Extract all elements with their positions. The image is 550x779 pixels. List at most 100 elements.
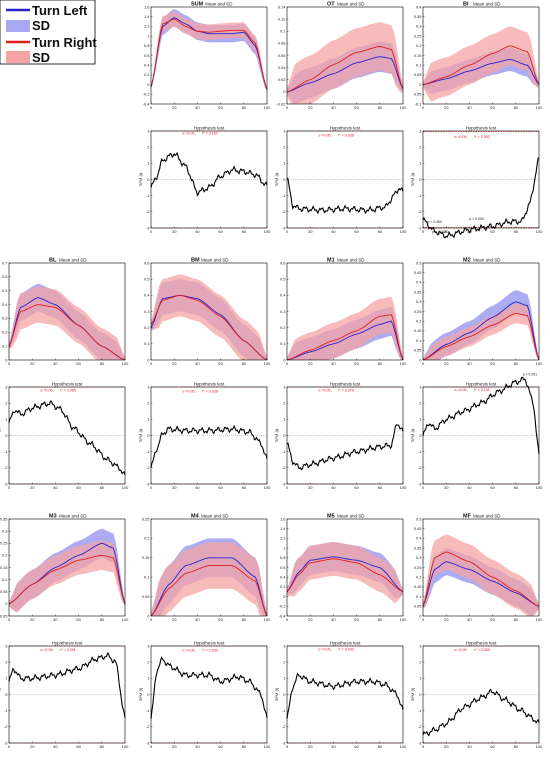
- x-tick-label: 40: [467, 105, 472, 110]
- x-tick-label: 20: [444, 105, 449, 110]
- x-tick-label: 40: [53, 361, 58, 366]
- y-tick-label: 0.4: [144, 293, 150, 298]
- panel-mean-m2: M2 Mean and SD 0 20 40 60 80 100 0 0.05 0.1 0.15 0.2…: [414, 258, 543, 367]
- x-tick-label: 40: [467, 229, 472, 234]
- x-tick-label: 60: [490, 617, 495, 622]
- y-tick-label: -2: [146, 724, 150, 729]
- x-tick-label: 100: [400, 485, 407, 490]
- panel-spm-mf: α =0.05, t* = 3.058 Hypothesis test SPM {t}…: [410, 641, 543, 750]
- x-tick-label: 0: [150, 105, 153, 110]
- y-tick-label: -3: [418, 225, 422, 230]
- alpha-label: α =0.05,: [318, 133, 331, 137]
- y-axis-label: SPM {t}: [138, 428, 143, 442]
- y-tick-label: 0.1: [280, 29, 286, 34]
- x-tick-label: 20: [172, 617, 177, 622]
- y-axis-label: SPM {t}: [138, 687, 143, 701]
- spm-curve: [422, 376, 540, 455]
- panel-spm-bi: α =0.05, t* = 2.952 p = 0.050 p = 0.048 p = …: [410, 126, 543, 239]
- y-tick-label: 0.4: [280, 293, 286, 298]
- sd-band-turn-right: [9, 540, 125, 613]
- y-tick-label: -3: [146, 740, 150, 745]
- p-value-annotation: p = 0.048: [432, 230, 446, 234]
- x-tick-label: 100: [536, 105, 543, 110]
- panels: SUM Mean and SD0 20 40 60 80 100-0.4-0.200.20.…: [0, 2, 543, 750]
- y-axis-label: SPM {t}: [274, 428, 279, 442]
- x-tick-label: 80: [378, 617, 383, 622]
- panel-title: Hypothesis test: [194, 641, 226, 646]
- x-tick-label: 100: [400, 617, 407, 622]
- y-tick-label: 0.4: [144, 63, 150, 68]
- critical-t-label: t* = 2.952: [474, 135, 490, 139]
- y-tick-label: 0.4: [280, 575, 286, 580]
- y-tick-label: -2: [418, 724, 422, 729]
- x-tick-label: 60: [490, 229, 495, 234]
- panel-spm-m4: α =0.05, t* = 3.033 Hypothesis test SPM {t}…: [138, 641, 271, 750]
- x-tick-label: 100: [536, 617, 543, 622]
- panel-mean-m4: M4 Mean and SD 0 20 40 60 80 100 0 0.05 0.1 0.15 0.2…: [142, 514, 271, 623]
- y-tick-label: 2: [147, 659, 150, 664]
- panel-title: Hypothesis test: [330, 641, 362, 646]
- panel-title: Mean and SD: [201, 258, 229, 263]
- alpha-label: α =0.05,: [454, 388, 467, 392]
- x-tick-label: 100: [400, 229, 407, 234]
- y-tick-label: -2: [146, 465, 150, 470]
- y-tick-label: 2: [419, 659, 422, 664]
- y-tick-label: -1: [146, 708, 150, 713]
- x-tick-label: 20: [444, 617, 449, 622]
- x-tick-label: 60: [76, 617, 81, 622]
- y-tick-label: 0.2: [2, 330, 8, 335]
- mean-line-turn-right: [422, 551, 540, 607]
- spm-curve: [422, 688, 540, 737]
- x-tick-label: 20: [30, 744, 35, 749]
- y-tick-label: -1: [146, 449, 150, 454]
- legend-sd-left-swatch: [6, 20, 30, 32]
- x-tick-label: 80: [100, 617, 105, 622]
- y-tick-label: 0.2: [144, 536, 150, 541]
- x-tick-label: 20: [172, 105, 177, 110]
- y-tick-label: 0.35: [0, 516, 8, 521]
- mean-line-turn-left: [422, 301, 540, 361]
- x-tick-label: 60: [490, 361, 495, 366]
- x-tick-label: 100: [264, 617, 271, 622]
- panel-muscle-label: BM: [191, 258, 200, 264]
- x-tick-label: 100: [400, 744, 407, 749]
- x-tick-label: 80: [242, 105, 247, 110]
- y-tick-label: 1: [147, 676, 150, 681]
- x-tick-label: 20: [308, 361, 313, 366]
- mean-line-turn-right: [286, 558, 404, 593]
- y-tick-label: 2: [147, 400, 150, 405]
- x-tick-label: 20: [30, 485, 35, 490]
- p-value-annotation: p = 0.050: [428, 220, 442, 224]
- x-tick-label: 80: [514, 485, 519, 490]
- y-tick-label: 0.14: [278, 4, 287, 9]
- x-tick-label: 20: [30, 617, 35, 622]
- y-tick-label: 0.2: [416, 319, 422, 324]
- y-tick-label: 1: [5, 676, 8, 681]
- y-axis-label: SPM {t}: [410, 687, 415, 701]
- x-tick-label: 40: [331, 617, 336, 622]
- y-tick-label: 0.8: [144, 43, 150, 48]
- x-tick-label: 60: [354, 229, 359, 234]
- panel-title: Mean and SD: [337, 2, 365, 7]
- y-tick-label: 1: [147, 417, 150, 422]
- y-tick-label: 0.6: [280, 260, 286, 265]
- x-tick-label: 60: [76, 744, 81, 749]
- critical-t-label: t* = 3.157: [202, 131, 218, 135]
- y-axis-label: SPM {t}: [274, 687, 279, 701]
- panel-spm-bl: α =0.05, t* = 3.085 Hypothesis test SPM {t}…: [0, 382, 129, 491]
- y-tick-label: 1.2: [144, 24, 150, 29]
- sd-band-turn-right: [151, 11, 267, 91]
- x-tick-label: 100: [122, 744, 129, 749]
- y-tick-label: 0.4: [416, 280, 422, 285]
- x-tick-label: 100: [264, 361, 271, 366]
- y-tick-label: 0: [419, 433, 422, 438]
- panel-mean-bl: BL Mean and SD 0 20 40 60 80 100 0 0.1 0.2 0.3 0.4 0.…: [2, 258, 129, 367]
- y-tick-label: -2: [4, 465, 8, 470]
- x-tick-label: 20: [172, 229, 177, 234]
- x-tick-label: 40: [53, 617, 58, 622]
- x-tick-label: 100: [536, 744, 543, 749]
- x-tick-label: 100: [536, 361, 543, 366]
